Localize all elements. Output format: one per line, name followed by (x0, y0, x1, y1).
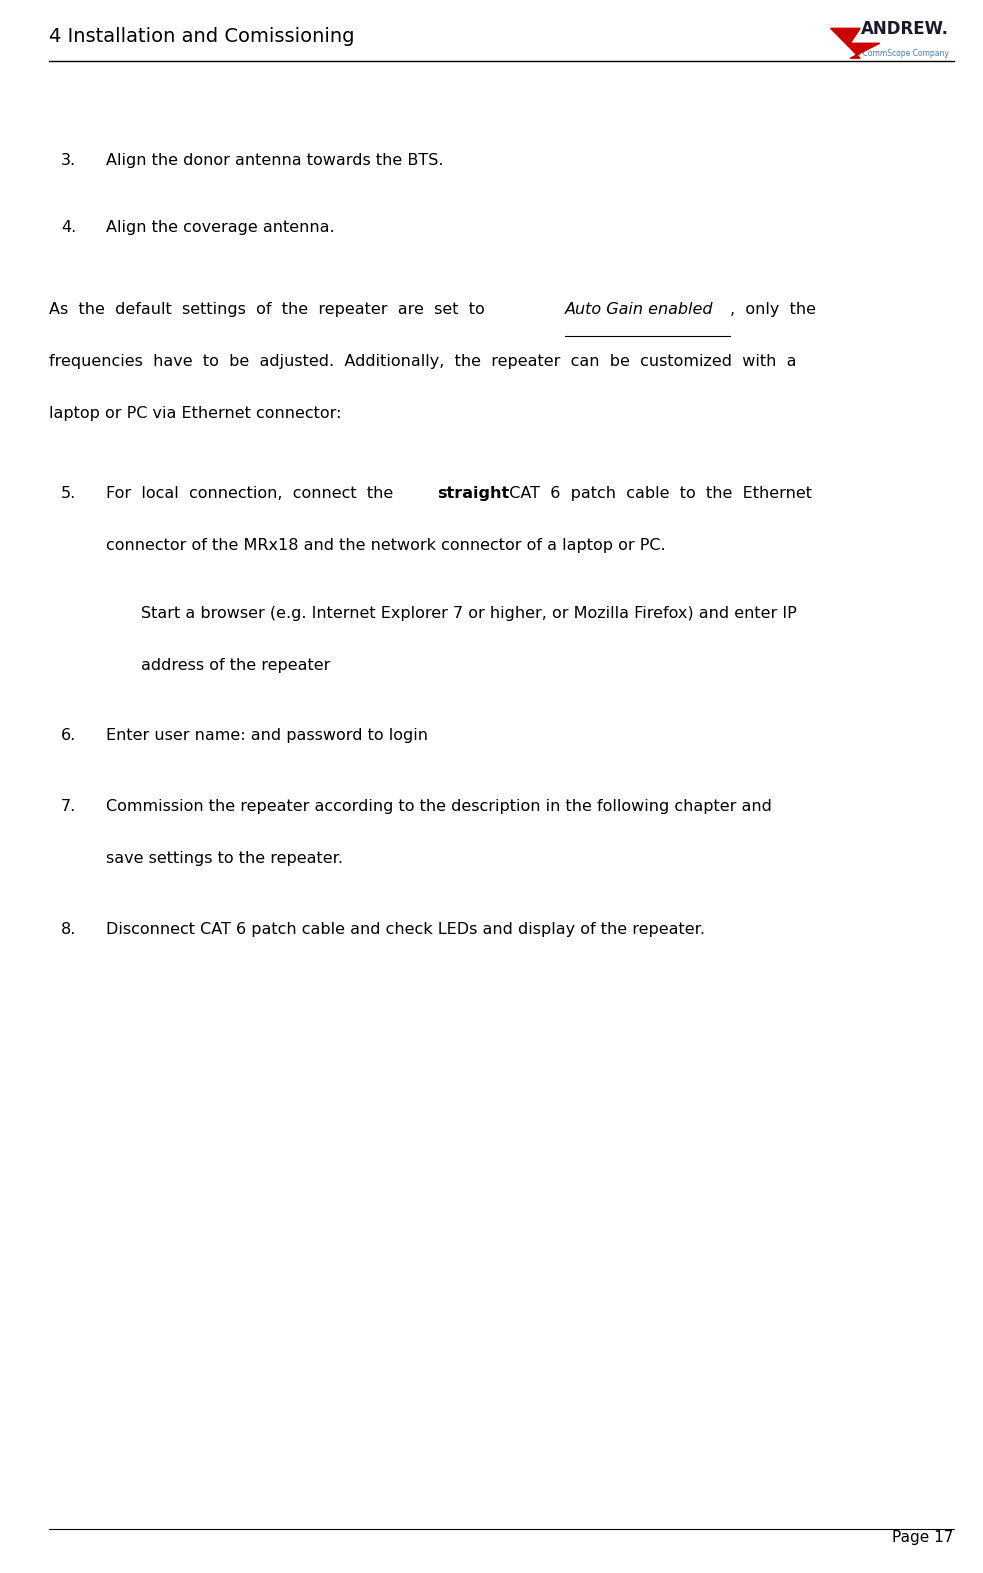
Text: Disconnect CAT 6 patch cable and check LEDs and display of the repeater.: Disconnect CAT 6 patch cable and check L… (106, 922, 705, 938)
Text: ,  only  the: , only the (730, 302, 816, 318)
Text: For  local  connection,  connect  the: For local connection, connect the (106, 486, 404, 502)
Text: A CommScope Company: A CommScope Company (855, 49, 949, 58)
Text: Enter user name: and password to login: Enter user name: and password to login (106, 728, 429, 744)
Text: As  the  default  settings  of  the  repeater  are  set  to: As the default settings of the repeater … (49, 302, 490, 318)
Text: CAT  6  patch  cable  to  the  Ethernet: CAT 6 patch cable to the Ethernet (499, 486, 812, 502)
Text: connector of the MRx18 and the network connector of a laptop or PC.: connector of the MRx18 and the network c… (106, 538, 665, 554)
Text: ANDREW.: ANDREW. (860, 20, 949, 38)
Text: straight: straight (437, 486, 509, 502)
Text: 7.: 7. (61, 799, 77, 815)
Text: laptop or PC via Ethernet connector:: laptop or PC via Ethernet connector: (49, 406, 342, 422)
Text: Start a browser (e.g. Internet Explorer 7 or higher, or Mozilla Firefox) and ent: Start a browser (e.g. Internet Explorer … (141, 606, 796, 621)
Text: Align the coverage antenna.: Align the coverage antenna. (106, 220, 335, 236)
Text: 4.: 4. (61, 220, 77, 236)
Text: save settings to the repeater.: save settings to the repeater. (106, 851, 343, 867)
Text: frequencies  have  to  be  adjusted.  Additionally,  the  repeater  can  be  cus: frequencies have to be adjusted. Additio… (49, 354, 796, 370)
Text: 8.: 8. (61, 922, 77, 938)
Text: Auto Gain enabled: Auto Gain enabled (565, 302, 714, 318)
Text: 5.: 5. (61, 486, 77, 502)
Text: Commission the repeater according to the description in the following chapter an: Commission the repeater according to the… (106, 799, 772, 815)
Text: Page 17: Page 17 (893, 1529, 954, 1545)
Polygon shape (831, 28, 880, 58)
Text: 4 Installation and Comissioning: 4 Installation and Comissioning (49, 27, 355, 46)
Text: address of the repeater: address of the repeater (141, 658, 330, 673)
Text: Align the donor antenna towards the BTS.: Align the donor antenna towards the BTS. (106, 153, 443, 168)
Text: 3.: 3. (61, 153, 76, 168)
Text: 6.: 6. (61, 728, 77, 744)
